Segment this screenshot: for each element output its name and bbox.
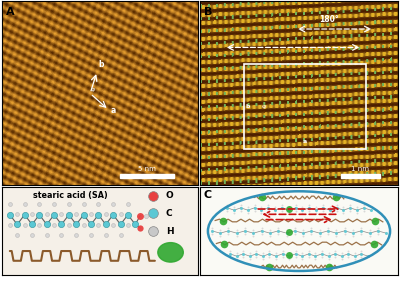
Bar <box>340 174 380 178</box>
Text: φ: φ <box>261 104 266 109</box>
Text: φ: φ <box>91 87 95 92</box>
Text: 1 nm: 1 nm <box>351 166 369 172</box>
Text: a: a <box>302 139 307 144</box>
Text: b: b <box>98 60 104 69</box>
Text: stearic acid (SA): stearic acid (SA) <box>33 191 108 200</box>
Text: C: C <box>166 209 172 218</box>
Ellipse shape <box>158 243 183 262</box>
Text: 180°: 180° <box>319 15 338 24</box>
Text: a: a <box>111 106 116 115</box>
Bar <box>244 64 366 149</box>
Bar <box>120 174 174 178</box>
Text: H: H <box>166 226 173 236</box>
Text: C: C <box>204 189 212 200</box>
Text: A: A <box>6 7 14 17</box>
Text: O: O <box>166 191 174 200</box>
Text: B: B <box>204 7 212 17</box>
Text: 5 nm: 5 nm <box>138 166 156 172</box>
Text: b: b <box>246 104 250 109</box>
